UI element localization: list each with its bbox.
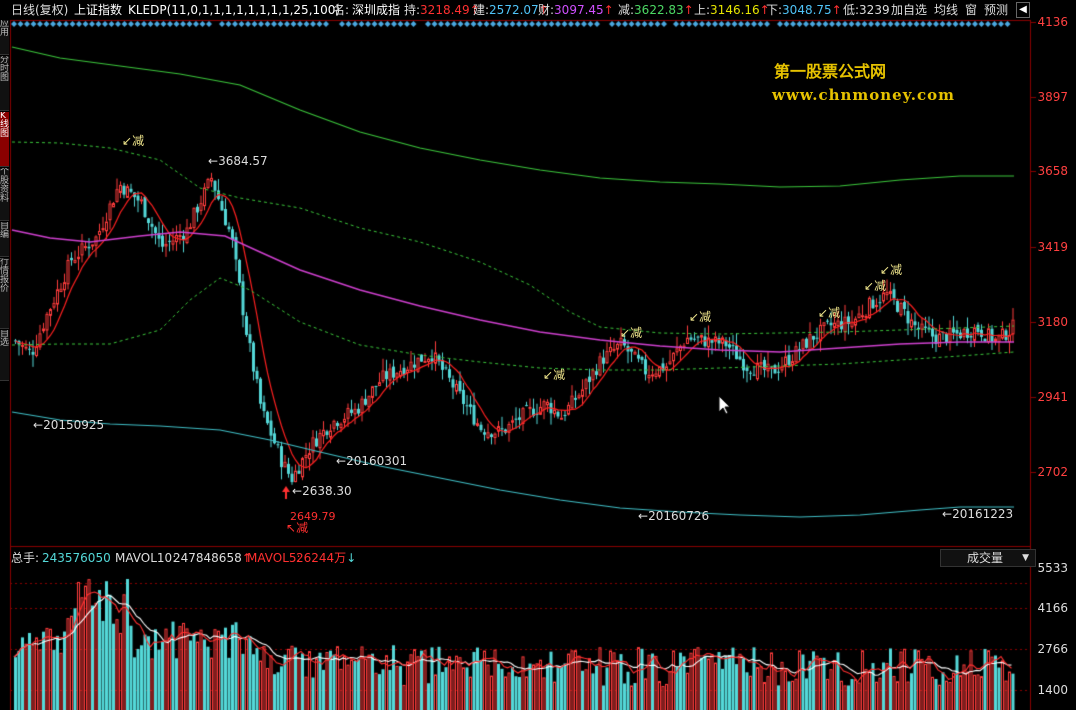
- period-label[interactable]: 日线(复权): [11, 3, 69, 17]
- moving-average-button[interactable]: 均线: [934, 3, 959, 17]
- price-axis-label: 2702: [1037, 465, 1068, 479]
- price-axis-label: 3897: [1037, 90, 1068, 104]
- index-name: 上证指数: [74, 3, 123, 17]
- side-tab-1[interactable]: 分时图: [0, 56, 9, 111]
- jian-signal-marker: ↙减: [122, 134, 145, 148]
- header-stat-5: 下:3048.75↑: [766, 3, 842, 17]
- date-marker-2: ←20160301: [336, 454, 408, 468]
- chevron-down-icon: ▼: [1022, 553, 1029, 563]
- side-tab-3[interactable]: 个股资料: [0, 168, 9, 221]
- mavol10-label: MAVOL10:: [115, 551, 177, 565]
- low-price-marker: ←2638.30: [292, 484, 352, 498]
- jian-signal-marker: ↙减: [880, 263, 903, 277]
- mavol5-value: 26244万↓: [296, 551, 357, 565]
- low-red-marker: 2649.79: [290, 510, 336, 523]
- volume-axis-label: 5533: [1037, 561, 1068, 575]
- price-axis-label: 3180: [1037, 315, 1068, 329]
- jian-signal-marker: ↙减: [689, 310, 712, 324]
- low-jian-marker: ↖减: [286, 521, 309, 535]
- header-stat-1: 建:2572.07↑: [473, 3, 549, 17]
- volume-axis-label: 2766: [1037, 642, 1068, 656]
- header-stat-6: 低:3239: [843, 3, 890, 17]
- price-axis-label: 2941: [1037, 390, 1068, 404]
- indicator-select[interactable]: 成交量 ▼: [940, 549, 1036, 567]
- watermark-url: www.chnmoney.com: [772, 86, 955, 104]
- side-tab-2[interactable]: K线图: [0, 112, 9, 167]
- jian-signal-marker: ↙减: [620, 326, 643, 340]
- date-marker-4: ←20161223: [942, 507, 1014, 521]
- volume-total-value: 243576050: [42, 551, 111, 565]
- price-axis-label: 3658: [1037, 164, 1068, 178]
- side-tab-0[interactable]: 应用: [0, 20, 9, 55]
- forecast-button[interactable]: 预测: [984, 3, 1009, 17]
- side-tab-4[interactable]: 自编: [0, 222, 9, 257]
- side-tab-6[interactable]: 自选: [0, 330, 9, 381]
- header-stat-2: 财:3097.45↑: [538, 3, 614, 17]
- volume-total-label: 总手:: [11, 551, 40, 565]
- price-axis-label: 4136: [1037, 15, 1068, 29]
- header-stat-3: 减:3622.83↑: [618, 3, 694, 17]
- side-tab-5[interactable]: 行情报价: [0, 258, 9, 329]
- high-price-marker: ←3684.57: [208, 154, 268, 168]
- name-value: 深圳成指: [352, 3, 401, 17]
- watermark-title: 第一股票公式网: [774, 62, 887, 81]
- name-label: 名:: [333, 3, 350, 17]
- volume-axis-label: 4166: [1037, 601, 1068, 615]
- header-stat-0: 持:3218.49↑: [404, 3, 480, 17]
- add-favorite-button[interactable]: 加自选: [891, 3, 928, 17]
- jian-signal-marker: ↙减: [543, 368, 566, 382]
- date-marker-1: ←20150925: [33, 418, 105, 432]
- volume-axis-label: 1400: [1037, 683, 1068, 697]
- jian-signal-marker: ↙减: [818, 306, 841, 320]
- mavol5-label: MAVOL5:: [247, 551, 301, 565]
- date-marker-3: ←20160726: [638, 509, 710, 523]
- formula-name: KLEDP(11,0,1,1,1,1,1,1,1,1,25,100): [128, 3, 341, 17]
- collapse-icon[interactable]: ◀: [1016, 2, 1030, 18]
- mavol10-value: 247848658↑: [173, 551, 252, 565]
- jian-signal-marker: ↙减: [864, 279, 887, 293]
- header-stat-4: 上:3146.16↑: [694, 3, 770, 17]
- price-axis-label: 3419: [1037, 240, 1068, 254]
- window-button[interactable]: 窗: [965, 3, 978, 17]
